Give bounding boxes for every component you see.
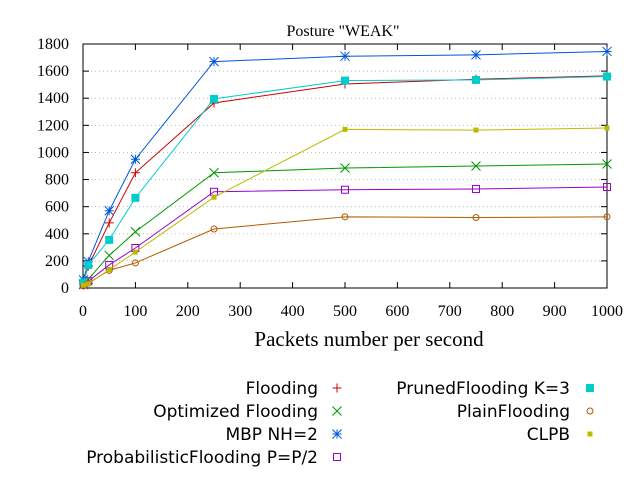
data-point xyxy=(105,235,114,244)
legend-item: PlainFlooding xyxy=(457,402,594,422)
series-6 xyxy=(81,125,610,288)
x-tick-label: 700 xyxy=(438,303,462,320)
data-point xyxy=(130,154,141,165)
legend-label: Flooding xyxy=(246,379,318,399)
data-point xyxy=(342,126,348,132)
x-tick-label: 500 xyxy=(333,303,357,320)
data-point xyxy=(472,214,480,222)
series-1 xyxy=(78,159,612,290)
y-tick-label: 800 xyxy=(45,172,69,189)
x-tick-label: 600 xyxy=(385,303,409,320)
legend-label: MBP NH=2 xyxy=(225,425,318,445)
data-point xyxy=(472,75,480,84)
legend-marker xyxy=(332,406,342,416)
y-tick-label: 1600 xyxy=(37,63,69,80)
data-point xyxy=(471,49,481,60)
x-tick-label: 800 xyxy=(490,303,514,320)
data-point xyxy=(340,163,350,173)
data-point xyxy=(104,205,115,216)
y-tick-label: 1800 xyxy=(37,36,69,53)
series-3 xyxy=(79,183,611,289)
legend-marker xyxy=(332,429,342,439)
x-tick-label: 300 xyxy=(228,303,252,320)
x-tick-label: 100 xyxy=(123,303,147,320)
legend-marker xyxy=(587,431,593,437)
series-line xyxy=(83,50,608,280)
legend-label: PlainFlooding xyxy=(457,402,570,422)
grid xyxy=(83,70,607,262)
legend-label: ProbabilisticFlooding P=P/2 xyxy=(86,448,318,468)
data-point xyxy=(471,161,481,171)
x-tick-label: 0 xyxy=(79,303,87,320)
data-point xyxy=(210,94,218,103)
data-point xyxy=(84,260,93,269)
legend-item: Flooding xyxy=(246,379,342,399)
legend-marker xyxy=(586,384,594,392)
y-tick-label: 0 xyxy=(61,280,69,297)
legend-label: Optimized Flooding xyxy=(153,402,318,422)
x-tick-label: 200 xyxy=(176,303,200,320)
data-point xyxy=(604,125,610,131)
data-point xyxy=(130,226,141,237)
data-point xyxy=(106,267,112,273)
data-point xyxy=(131,259,139,267)
data-point xyxy=(472,185,480,194)
legend: Flooding Optimized Flooding MBP NH=2 Probab… xyxy=(86,379,594,468)
y-tick-label: 600 xyxy=(45,199,69,216)
y-tick-label: 1200 xyxy=(37,117,69,134)
legend-marker xyxy=(332,383,342,393)
data-point xyxy=(341,185,349,194)
data-point xyxy=(130,168,140,178)
x-tick-label: 400 xyxy=(281,303,305,320)
y-tick-label: 400 xyxy=(45,226,69,243)
series-group xyxy=(78,46,612,290)
data-point xyxy=(603,183,611,192)
data-point xyxy=(341,213,349,221)
data-point xyxy=(81,282,87,288)
data-point xyxy=(602,159,612,169)
legend-item: Optimized Flooding xyxy=(153,402,342,422)
legend-item: MBP NH=2 xyxy=(225,425,342,445)
x-axis: 0 100 200 300 400 500 600 700 800 900 1000 xyxy=(79,44,623,320)
data-point xyxy=(603,213,611,221)
data-point xyxy=(473,127,479,133)
data-point xyxy=(211,194,217,200)
series-line xyxy=(83,216,608,287)
series-0 xyxy=(79,71,612,287)
chart-title: Posture "WEAK" xyxy=(286,23,399,40)
data-point xyxy=(603,72,611,81)
x-tick-label: 900 xyxy=(543,303,567,320)
series-line xyxy=(83,186,608,286)
data-point xyxy=(341,76,349,85)
data-point xyxy=(209,167,219,178)
legend-item: ProbabilisticFlooding P=P/2 xyxy=(86,448,341,468)
data-point xyxy=(104,218,114,228)
legend-label: PrunedFlooding K=3 xyxy=(396,379,570,399)
series-line xyxy=(83,127,608,286)
y-tick-label: 1400 xyxy=(37,90,69,107)
x-axis-label: Packets number per second xyxy=(254,327,484,351)
legend-item: CLPB xyxy=(527,425,593,445)
y-tick-label: 1000 xyxy=(37,144,69,161)
legend-marker xyxy=(333,453,341,461)
data-point xyxy=(104,250,115,261)
data-point xyxy=(340,51,350,62)
legend-marker xyxy=(586,407,594,415)
data-point xyxy=(602,46,612,57)
series-line xyxy=(83,76,608,283)
series-5 xyxy=(80,213,611,290)
legend-item: PrunedFlooding K=3 xyxy=(396,379,594,399)
data-point xyxy=(209,56,219,67)
data-point xyxy=(85,281,91,287)
data-point xyxy=(210,225,218,233)
legend-label: CLPB xyxy=(527,425,570,445)
data-point xyxy=(132,249,138,255)
y-axis: 0 200 400 600 800 1000 1200 1400 1600 1800 xyxy=(37,36,607,297)
data-point xyxy=(131,193,140,202)
y-tick-label: 200 xyxy=(45,253,69,270)
series-line xyxy=(83,163,608,285)
x-tick-label: 1000 xyxy=(591,303,623,320)
